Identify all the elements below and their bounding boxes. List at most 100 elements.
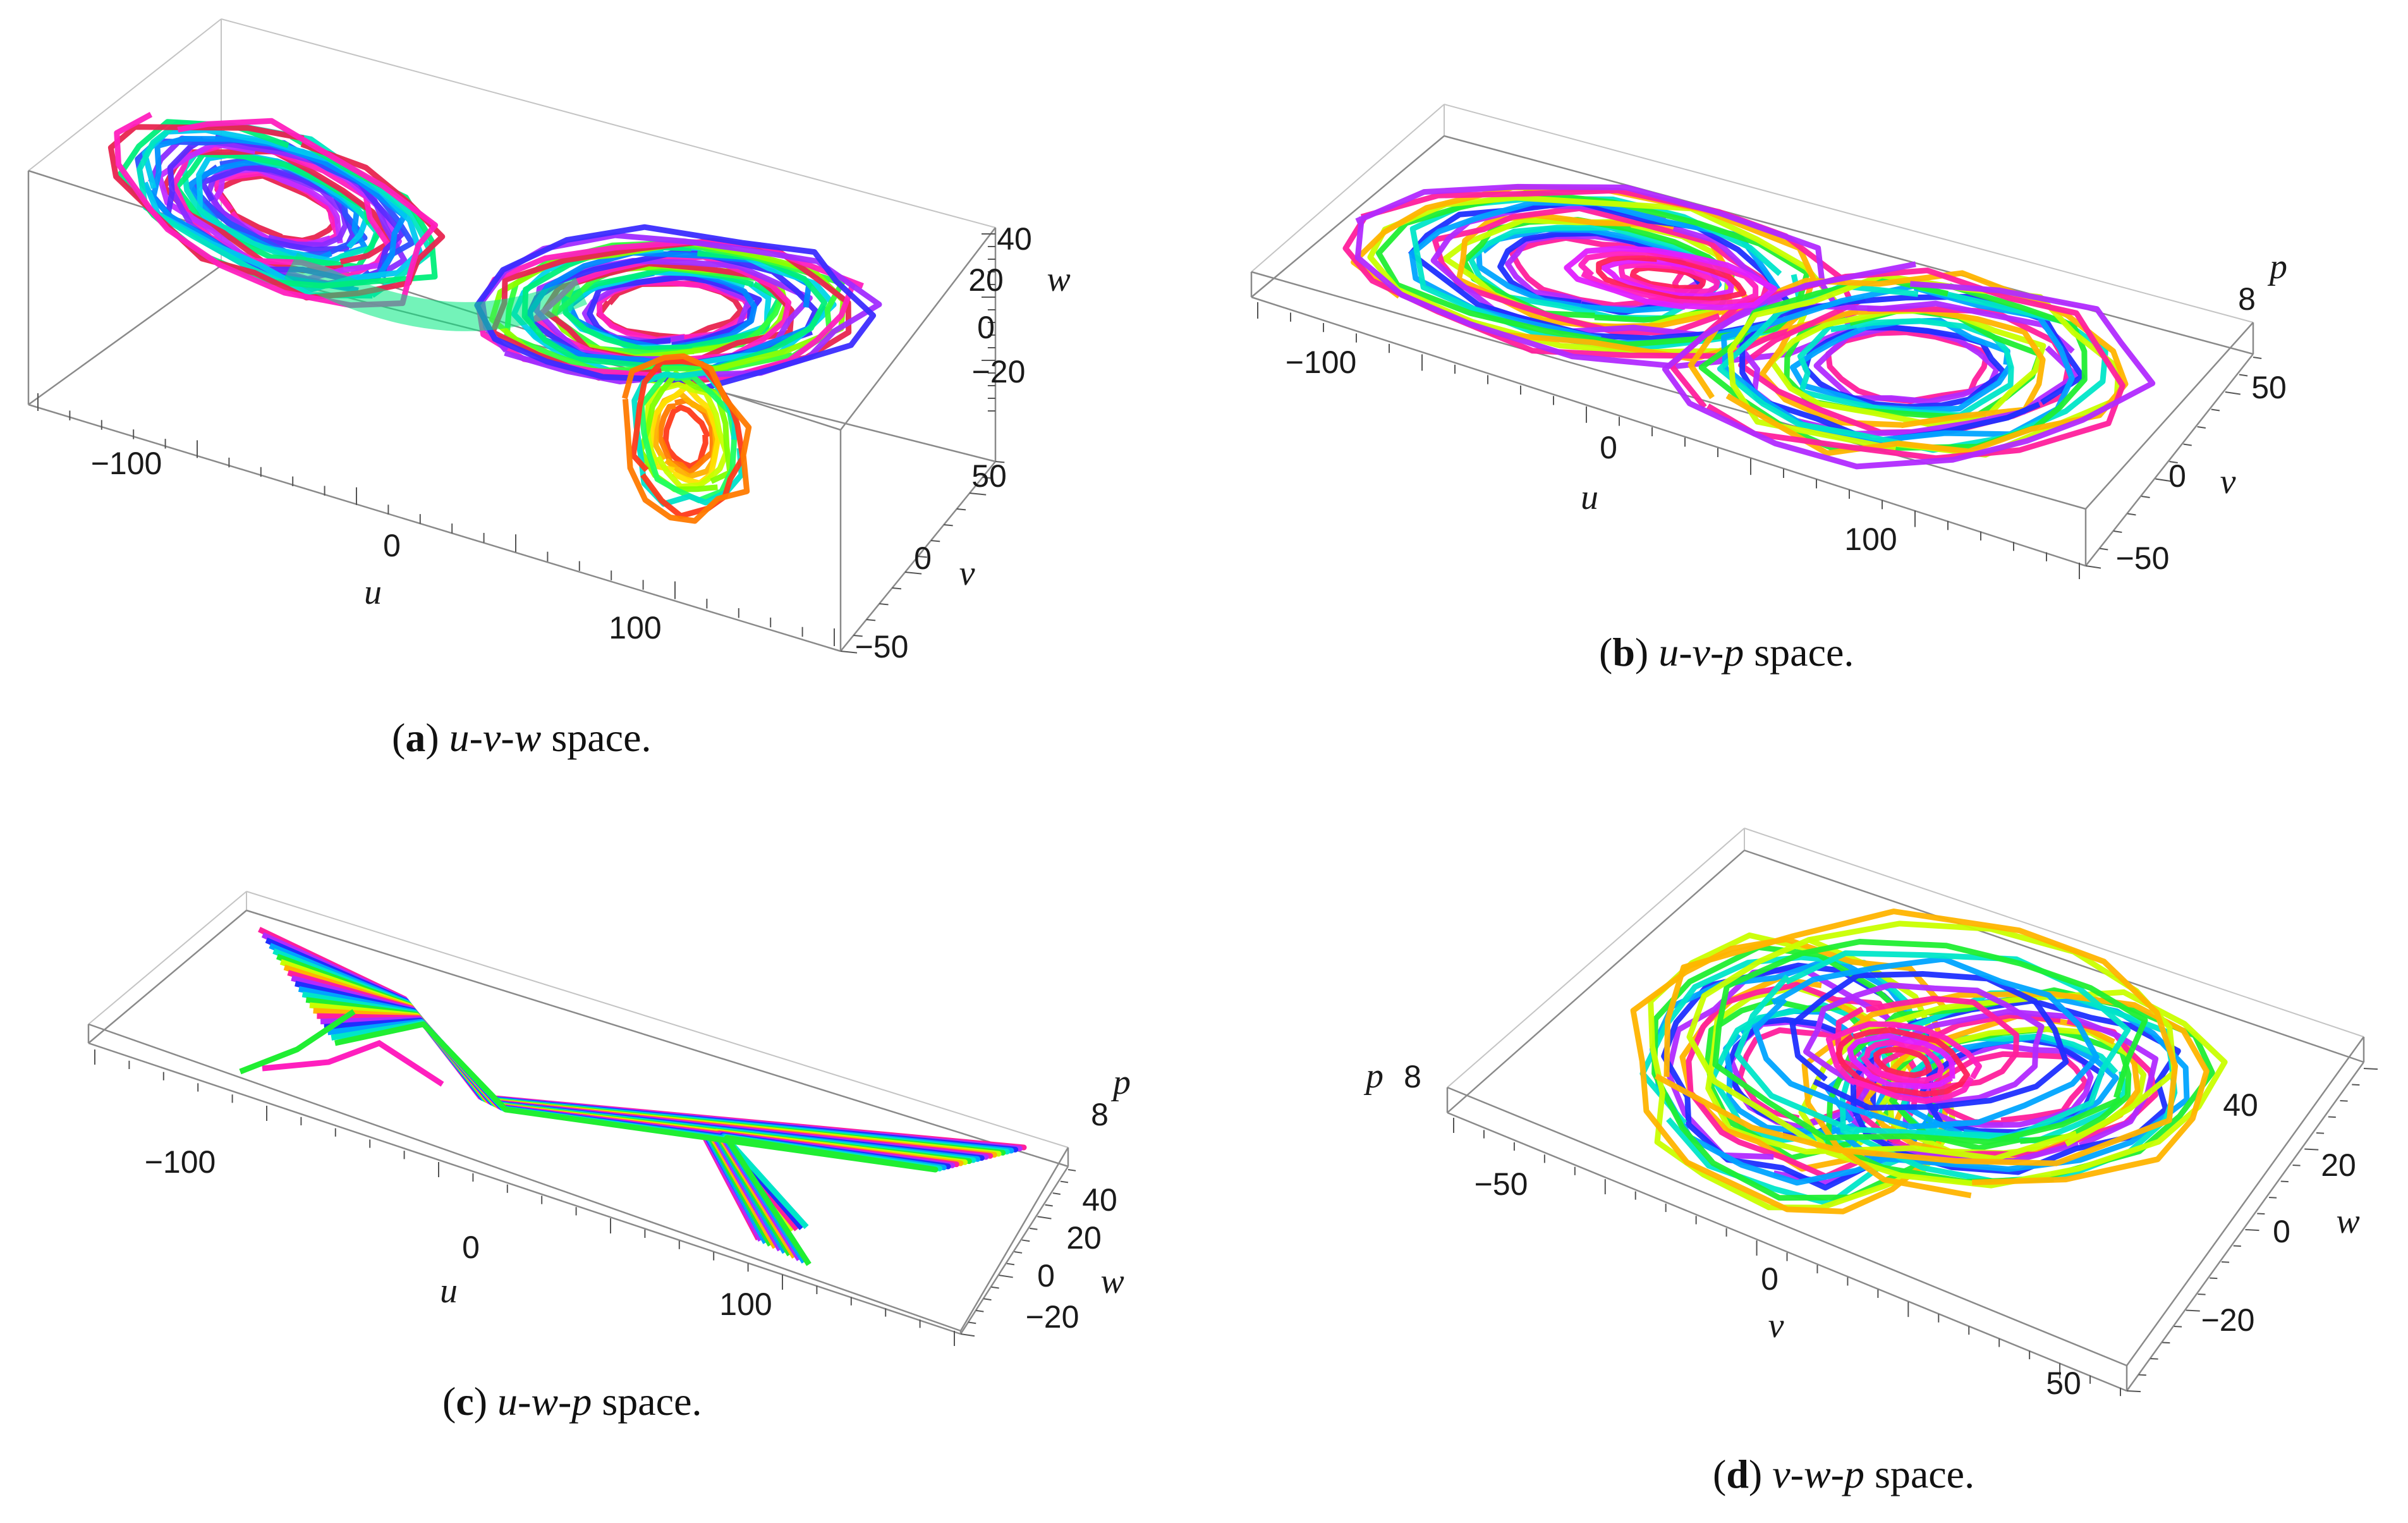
- panel-a-v-tick: [904, 572, 922, 575]
- panel-b-v-tick: [2197, 426, 2206, 429]
- panel-c-w-tick: [1006, 1263, 1015, 1266]
- panel-b-v-tick: [2169, 461, 2178, 463]
- panel-a-box-edge: [28, 264, 222, 406]
- panel-d-right-lobe-trajectory-6: [1875, 1025, 2147, 1156]
- panel-d-box-edge: [2125, 1061, 2365, 1391]
- caption-d-letter: d: [1726, 1452, 1749, 1496]
- panel-c-u-tick-label: 100: [719, 1287, 772, 1322]
- panel-c-box-edge: [959, 1147, 1069, 1331]
- panel-b-v-tick: [2141, 496, 2150, 498]
- caption-b-letter: b: [1612, 630, 1635, 675]
- panel-a-w-tick-label: 20: [968, 262, 1004, 298]
- panel-b-v-tick: [2085, 565, 2101, 569]
- panel-a-u-axis-label: u: [364, 573, 382, 612]
- panel-b-v-tick-label: −50: [2116, 541, 2170, 576]
- panel-b-v-tick: [2155, 478, 2171, 482]
- panel-a-v-axis-label: v: [959, 554, 975, 593]
- panel-c-trajectory-left-tail-2: [239, 1009, 356, 1075]
- panel-b-core-trajectory-5: [1564, 245, 1778, 311]
- panel-a-tail-trajectory-0: [662, 404, 711, 470]
- panel-a-w-tick-label: 0: [977, 310, 995, 345]
- caption-a-space: u-v-w: [449, 715, 542, 760]
- panel-d-box-edge: [1447, 1086, 2127, 1367]
- panel-b-p-tick-label: 8: [2238, 281, 2256, 317]
- panel-c-trajectory-0: [258, 926, 1027, 1241]
- panel-d-p-tick-label: 8: [1404, 1059, 1421, 1094]
- panel-b-v-axis-label: v: [2220, 462, 2236, 501]
- panel-c-w-tick: [1067, 1169, 1076, 1171]
- panel-b-box-edge: [2085, 353, 2254, 566]
- panel-b-v-tick: [2183, 443, 2192, 446]
- panel-a-v-tick: [956, 508, 966, 511]
- panel-d-outer-trajectory-1: [1803, 982, 2045, 1105]
- panel-a-w-tick-label: −20: [972, 354, 1026, 389]
- panel-a-v-tick-label: −50: [855, 629, 909, 664]
- panel-d-vwp: −50 0 50 v 40 20 0 −20 w 8p: [1363, 828, 2378, 1401]
- panel-b-v-tick: [2099, 547, 2108, 551]
- panel-a-tail-trajectory-9: [621, 353, 752, 524]
- panel-b-box-edge: [1444, 135, 2254, 355]
- panel-c-w-tick: [1030, 1227, 1038, 1230]
- panel-a-left-lobe-trajectory-6: [187, 158, 368, 264]
- panel-b-v-tick: [2239, 374, 2248, 377]
- panel-c-u-tick-label: −100: [145, 1144, 216, 1180]
- panel-b-box-back-edge: [1251, 104, 1445, 272]
- panel-d-right-lobe-trajectory-15: [1801, 991, 2210, 1199]
- panel-d-core-trajectory-1: [1860, 1039, 1944, 1084]
- panel-a-right-lobe-trajectory-21: [474, 224, 877, 394]
- panel-d-outer-trajectory-4: [1734, 950, 2131, 1139]
- panel-a-w-tick-label: 40: [997, 221, 1032, 257]
- panel-a-v-tick: [982, 477, 992, 479]
- panel-b-box-back-edge: [1444, 104, 2254, 323]
- panel-a-box-edge: [840, 227, 996, 431]
- panel-d-w-tick: [2292, 1165, 2301, 1166]
- panel-c-w-tick-label: 40: [1082, 1182, 1117, 1218]
- panel-a-v-tick: [853, 635, 863, 637]
- panel-c-box-back-edge: [88, 891, 247, 1025]
- panel-d-right-lobe-trajectory-13: [1825, 987, 2215, 1185]
- panel-b-core-trajectory-4: [1578, 250, 1759, 307]
- panel-c-w-tick: [1052, 1192, 1061, 1195]
- panel-d-box-back-edge: [1744, 828, 2364, 1037]
- caption-c-letter: c: [456, 1379, 474, 1424]
- panel-a-box-edge: [28, 403, 841, 652]
- panel-a-v-tick: [970, 492, 987, 496]
- panel-b-right-lobe-trajectory-16: [1668, 267, 2125, 462]
- panel-b-left-lobe-trajectory-13: [1375, 190, 1816, 348]
- panel-b-v-tick-label: 50: [2251, 370, 2287, 405]
- panel-b-v-tick-label: 0: [2168, 458, 2186, 494]
- panel-a-left-lobe-trajectory-0: [214, 173, 339, 243]
- panel-d-core-trajectory-0: [1873, 1046, 1932, 1079]
- panel-d-box-edge: [1447, 850, 1745, 1113]
- panel-d-v-tick-label: −50: [1475, 1166, 1528, 1202]
- panel-c-p-tick-label: 8: [1091, 1097, 1109, 1132]
- panel-c-w-tick: [1037, 1216, 1052, 1220]
- panel-d-w-tick: [2198, 1294, 2206, 1295]
- caption-d-suffix: space.: [1874, 1452, 1975, 1496]
- panel-a-uvw: −100 0 100 u 50 0 −50 v 40 20 0 −20 w: [27, 18, 1071, 664]
- panel-d-box-edge: [1744, 849, 2364, 1063]
- caption-d: (d) v-w-p space.: [1713, 1452, 1975, 1496]
- panel-d-w-axis-label: w: [2336, 1202, 2359, 1241]
- panel-d-w-tick: [2352, 1084, 2360, 1086]
- caption-a: (a) u-v-w space.: [392, 715, 652, 760]
- caption-c-space: u-w-p: [497, 1379, 592, 1424]
- panel-d-w-tick: [2316, 1132, 2325, 1134]
- panel-c-w-tick: [968, 1321, 976, 1324]
- panel-b-right-lobe-trajectory-6: [1769, 307, 2046, 427]
- panel-c-w-tick: [1060, 1180, 1069, 1184]
- panel-d-core-trajectory-2: [1847, 1032, 1955, 1089]
- caption-d-space: v-w-p: [1772, 1452, 1864, 1496]
- panel-d-w-tick: [2304, 1148, 2319, 1151]
- panel-c-w-tick: [983, 1298, 992, 1301]
- panel-a-v-tick-label: 50: [971, 458, 1007, 494]
- panel-c-box-edge: [88, 910, 247, 1044]
- panel-c-box-edge: [88, 1042, 961, 1335]
- panel-d-right-lobe-trajectory-4: [1899, 1033, 2127, 1144]
- panel-d-w-tick: [2233, 1245, 2241, 1247]
- caption-b: (b) u-v-p space.: [1599, 630, 1854, 675]
- panel-d-outer-trajectory-7: [1654, 908, 2179, 1166]
- panel-c-box-edge: [246, 909, 1069, 1168]
- panel-b-box-edge: [1251, 135, 1445, 298]
